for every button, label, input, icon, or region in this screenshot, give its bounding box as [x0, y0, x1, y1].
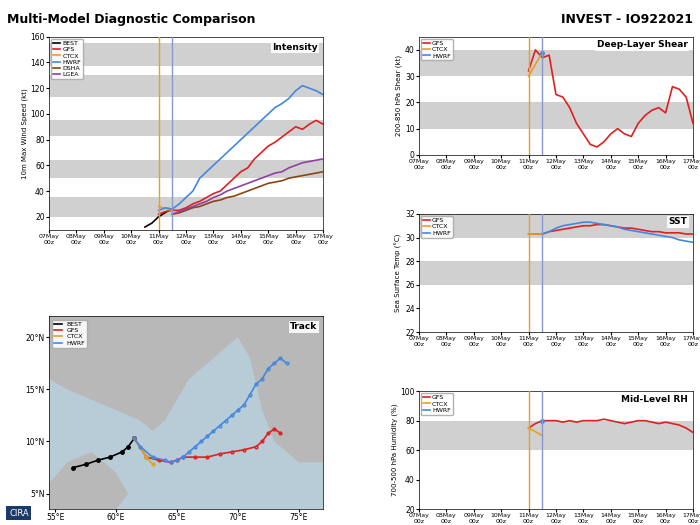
Y-axis label: 10m Max Wind Speed (kt): 10m Max Wind Speed (kt) — [21, 88, 27, 178]
Bar — [49, 197, 323, 217]
Bar — [49, 43, 323, 66]
Y-axis label: 200-850 hPa Shear (kt): 200-850 hPa Shear (kt) — [395, 55, 402, 136]
Y-axis label: Sea Surface Temp (°C): Sea Surface Temp (°C) — [395, 234, 402, 312]
Bar — [419, 421, 693, 450]
Legend: GFS, CTCX, HWRF: GFS, CTCX, HWRF — [421, 216, 453, 237]
Text: Mid-Level RH: Mid-Level RH — [621, 395, 687, 404]
Text: Deep-Layer Shear: Deep-Layer Shear — [596, 40, 687, 49]
Text: INVEST - IO922021: INVEST - IO922021 — [561, 13, 693, 26]
Text: CIRA: CIRA — [9, 509, 29, 518]
Bar — [419, 102, 693, 129]
Text: SST: SST — [668, 217, 687, 226]
Bar — [419, 261, 693, 285]
Bar — [49, 160, 323, 178]
Polygon shape — [49, 452, 128, 509]
Legend: BEST, GFS, CTCX, HWRF, DSHA, LGEA: BEST, GFS, CTCX, HWRF, DSHA, LGEA — [51, 39, 83, 79]
Polygon shape — [238, 317, 323, 463]
Legend: GFS, CTCX, HWRF: GFS, CTCX, HWRF — [421, 39, 453, 60]
Bar — [49, 75, 323, 97]
Text: Multi-Model Diagnostic Comparison: Multi-Model Diagnostic Comparison — [7, 13, 256, 26]
Y-axis label: 700-500 hPa Humidity (%): 700-500 hPa Humidity (%) — [391, 404, 398, 497]
Text: Track: Track — [290, 322, 318, 331]
Legend: BEST, GFS, CTCX, HWRF: BEST, GFS, CTCX, HWRF — [52, 320, 87, 348]
Polygon shape — [49, 317, 323, 431]
Bar — [49, 120, 323, 136]
Text: Intensity: Intensity — [272, 43, 318, 51]
Bar — [419, 50, 693, 76]
Bar — [419, 214, 693, 237]
Legend: GFS, CTCX, HWRF: GFS, CTCX, HWRF — [421, 393, 453, 415]
